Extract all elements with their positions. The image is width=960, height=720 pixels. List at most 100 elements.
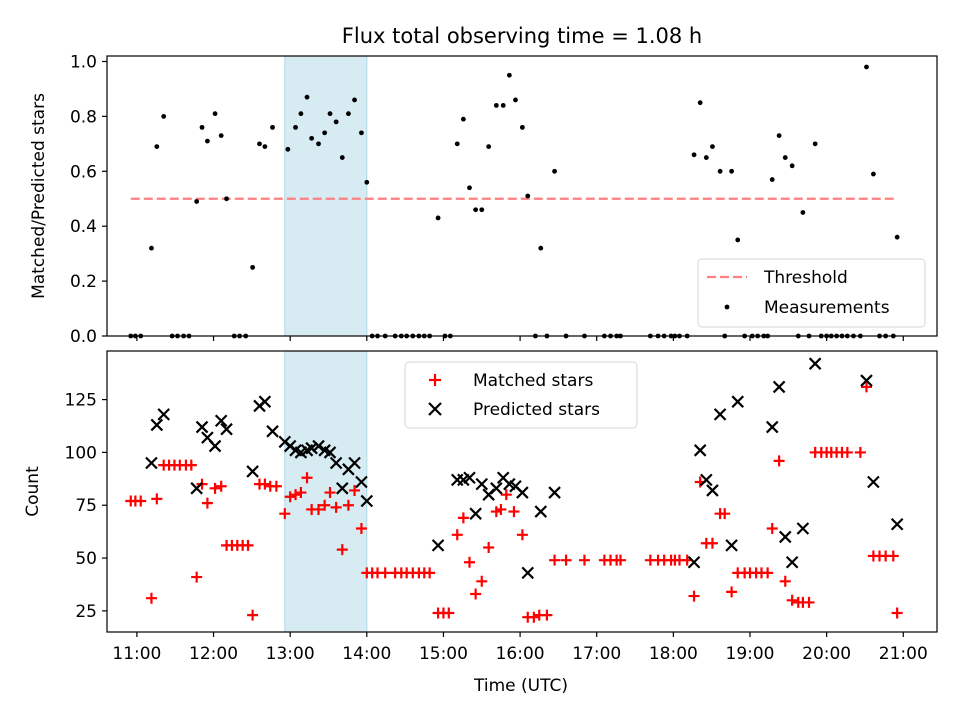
matched-star-point [295, 487, 307, 499]
bottom-y-tick-label: 125 [65, 391, 97, 411]
predicted-star-point [490, 482, 503, 495]
matched-star-point [779, 575, 791, 587]
matched-star-point [762, 567, 774, 579]
measurement-point [352, 97, 357, 103]
predicted-star-point [860, 374, 873, 387]
x-tick-label: 13:00 [266, 644, 315, 664]
matched-star-point [324, 487, 336, 499]
matched-star-point [516, 529, 528, 541]
predicted-star-point [548, 486, 561, 499]
predicted-star-point [312, 439, 325, 453]
predicted-star-point [765, 420, 779, 434]
x-tick-label: 18:00 [649, 644, 698, 664]
matched-star-point [313, 503, 325, 515]
matched-star-point [379, 567, 391, 579]
x-tick-label: 21:00 [879, 644, 928, 664]
predicted-star-point [706, 484, 719, 497]
matched-star-point [151, 493, 163, 505]
matched-star-point [614, 554, 626, 566]
matched-star-point [451, 529, 463, 541]
predicted-star-point [258, 395, 272, 408]
predicted-star-point [534, 505, 548, 518]
predicted-star-point [731, 395, 745, 408]
measurement-point [204, 138, 210, 144]
matched-star-point [209, 482, 221, 494]
measurements-legend-label: Measurements [764, 298, 890, 318]
matched-star-point [560, 554, 572, 566]
top-y-tick-label: 1.0 [70, 52, 97, 72]
measurement-point [894, 234, 900, 240]
bottom-y-tick-label: 50 [75, 549, 97, 569]
measurement-point [435, 215, 441, 221]
measurement-point [513, 97, 518, 103]
predicted-star-point [785, 556, 799, 569]
bottom-y-ticks: 25 50 75 100 125 [65, 391, 107, 622]
matched-star-point [443, 607, 455, 619]
top-y-tick-label: 0.0 [70, 327, 97, 347]
measurement-point [339, 155, 345, 160]
predicted-star-point [157, 408, 170, 421]
predicted-star-point [208, 439, 222, 453]
matched-star-point [508, 506, 520, 518]
top-y-tick-label: 0.6 [70, 162, 97, 182]
matched-star-point [424, 567, 436, 579]
measurement-point [552, 168, 557, 174]
bottom-x-ticks: 11:00 12:00 13:00 14:00 15:00 16:00 17:00 18:00… [112, 632, 928, 664]
measurement-point [493, 103, 499, 108]
predicted-star-point [355, 475, 368, 489]
matched-star-point [470, 588, 482, 600]
predicted-star-point [150, 418, 164, 432]
matched-legend-label: Matched stars [473, 371, 593, 391]
top-highlight-span [284, 55, 368, 337]
bottom-y-axis-label: Count [23, 466, 43, 517]
matched-star-point [145, 592, 157, 604]
predicted-star-point [808, 357, 822, 370]
matched-star-point [135, 495, 147, 507]
measurement-point [199, 124, 205, 130]
measurement-point [218, 133, 224, 139]
x-tick-label: 17:00 [572, 644, 621, 664]
measurement-point [154, 144, 160, 149]
matched-star-point [786, 594, 798, 606]
top-y-ticks: 0.0 0.2 0.4 0.6 0.8 1.0 [70, 52, 107, 347]
matched-star-point [259, 478, 271, 490]
bottom-plot-frame [106, 350, 938, 633]
predicted-star-point [867, 475, 880, 489]
measurement-point [322, 130, 328, 136]
predicted-star-point [516, 486, 529, 499]
predicted-star-point [463, 471, 476, 485]
measurement-point [454, 141, 460, 147]
matched-star-point [891, 607, 903, 619]
predicted-star-point [336, 482, 349, 495]
matched-star-point [279, 508, 291, 520]
matched-star-point [464, 556, 476, 568]
figure-title: Flux total observing time = 1.08 h [342, 24, 702, 48]
measurement-point [257, 141, 262, 147]
measurement-point [710, 144, 715, 149]
predicted-star-point [348, 456, 361, 470]
measurement-point [789, 163, 795, 169]
measurements-legend-swatch [724, 304, 730, 310]
measurement-point [729, 168, 735, 174]
measurement-point [500, 103, 506, 108]
measurement-point [316, 141, 321, 147]
predicted-star-point [890, 517, 904, 531]
matched-star-point [290, 489, 302, 501]
matched-star-point [719, 508, 731, 520]
predicted-star-point [772, 380, 786, 394]
predicted-star-point [329, 456, 343, 470]
predicted-star-point [246, 465, 259, 478]
measurement-point [212, 111, 218, 117]
top-y-tick-label: 0.4 [70, 217, 97, 237]
matched-star-point [355, 522, 367, 534]
top-plot-frame [106, 55, 938, 337]
measurement-point [460, 116, 466, 122]
measurement-point [769, 177, 775, 182]
measurement-point [776, 133, 782, 139]
matched-star-point [860, 381, 872, 393]
matched-star-point [457, 512, 469, 524]
matched-star-point [773, 455, 785, 467]
predicted-star-point [713, 408, 727, 421]
measurement-point [864, 64, 869, 70]
